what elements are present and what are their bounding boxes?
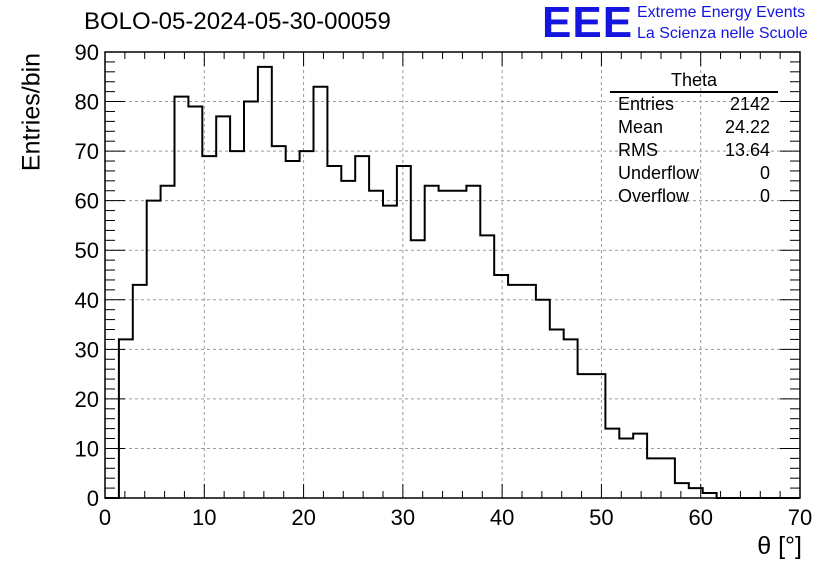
x-tick-label: 30: [391, 505, 415, 530]
chart-title: BOLO-05-2024-05-30-00059: [84, 8, 391, 35]
stats-row-rms: RMS 13.64: [610, 139, 778, 162]
x-tick-label: 0: [99, 505, 111, 530]
eee-logo: EEE: [542, 0, 634, 47]
stats-row-underflow: Underflow 0: [610, 162, 778, 185]
y-tick-label: 80: [75, 90, 99, 115]
stats-value: 2142: [729, 94, 770, 114]
stats-box: Theta Entries 2142 Mean 24.22 RMS 13.64 …: [610, 70, 778, 208]
x-tick-label: 70: [788, 505, 812, 530]
x-axis-label: θ [°]: [757, 532, 802, 560]
x-tick-label: 40: [490, 505, 514, 530]
stats-value: 0: [759, 163, 770, 183]
y-tick-label: 40: [75, 288, 99, 313]
stats-value: 0: [759, 186, 770, 206]
stats-row-entries: Entries 2142: [610, 93, 778, 116]
logo-line-1: Extreme Energy Events: [637, 4, 806, 21]
stats-value: 24.22: [724, 117, 770, 137]
x-tick-label: 60: [688, 505, 712, 530]
stats-label: Overflow: [618, 186, 690, 206]
y-tick-label: 20: [75, 387, 99, 412]
stats-label: Entries: [618, 94, 675, 114]
plot-frame: [104, 51, 801, 499]
y-tick-label: 50: [75, 238, 99, 263]
stats-title: Theta: [610, 70, 778, 93]
y-axis-label: Entries/bin: [17, 52, 46, 172]
stats-row-overflow: Overflow 0: [610, 185, 778, 208]
histogram-series-line: [105, 65, 800, 499]
histogram-bars: [105, 65, 800, 499]
stats-label: Mean: [618, 117, 664, 137]
stats-row-mean: Mean 24.22: [610, 116, 778, 139]
x-tick-label: 10: [192, 505, 216, 530]
x-tick-label: 20: [291, 505, 315, 530]
y-tick-label: 0: [87, 486, 99, 511]
y-tick-label: 60: [75, 189, 99, 214]
stats-label: Underflow: [618, 163, 700, 183]
logo-line-2: La Scienza nelle Scuole: [637, 25, 808, 42]
x-tick-label: 50: [589, 505, 613, 530]
stats-label: RMS: [618, 140, 658, 160]
y-tick-label: 90: [75, 40, 99, 65]
y-tick-label: 30: [75, 337, 99, 362]
y-tick-label: 70: [75, 139, 99, 164]
y-tick-label: 10: [75, 436, 99, 461]
tick-labels: 0 10 20 30 40 50 60 70 0 10 20 30 40 50 60 70 80 90: [75, 40, 813, 530]
stats-value: 13.64: [724, 140, 770, 160]
